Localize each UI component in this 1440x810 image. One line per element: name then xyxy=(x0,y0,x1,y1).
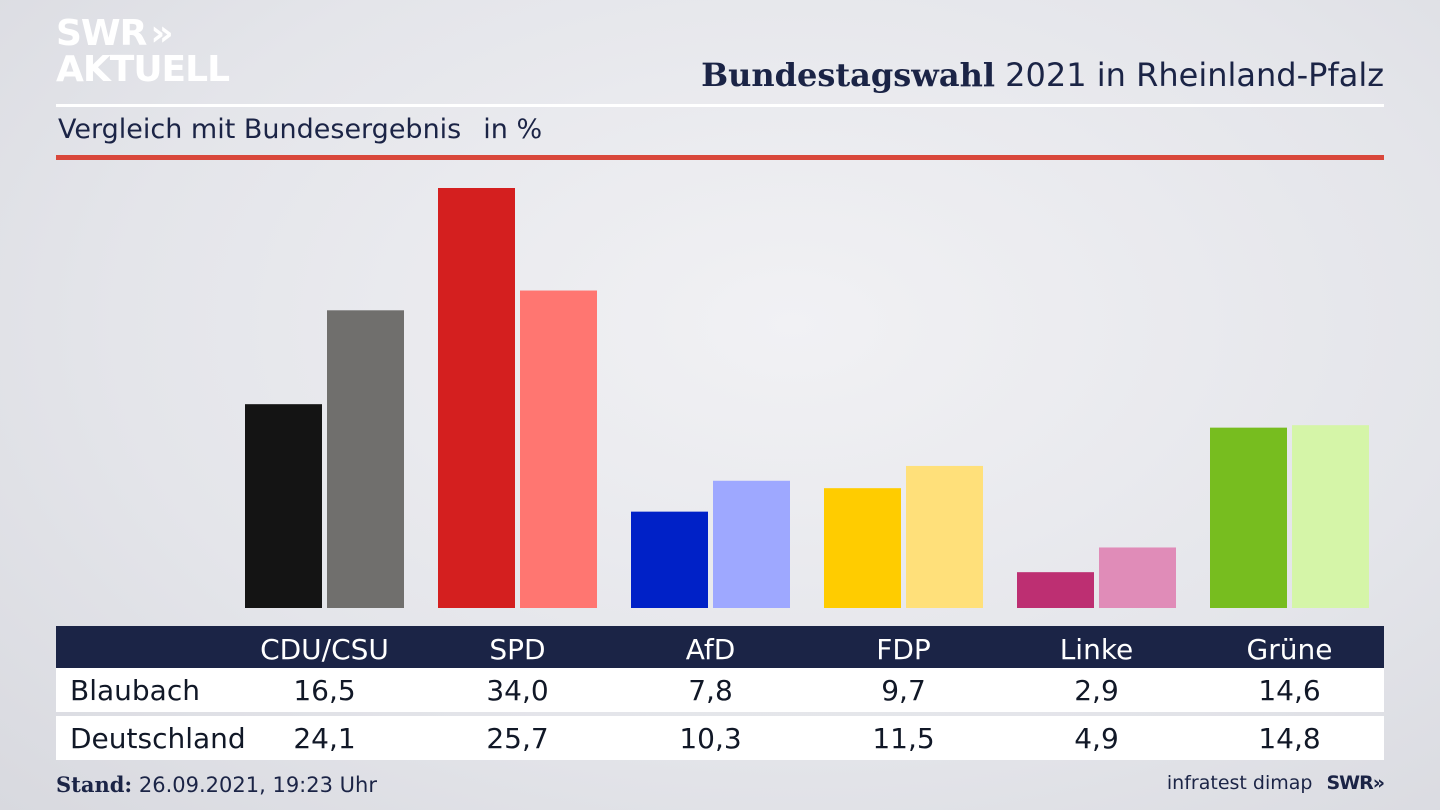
logo-line2: AKTUELL xyxy=(56,49,230,90)
bar-gr-ne-blaubach xyxy=(1210,427,1287,608)
value-deutschland-fdp: 11,5 xyxy=(872,721,935,755)
column-header-gr-ne: Grüne xyxy=(1246,632,1333,666)
column-header-afd: AfD xyxy=(685,632,736,666)
value-deutschland-spd: 25,7 xyxy=(486,721,549,755)
table-row: Blaubach 16,5 34,0 7,8 9,7 2,9 14,6 xyxy=(56,668,1384,712)
bar-fdp-deutschland xyxy=(906,465,983,608)
value-blaubach-gr-ne: 14,6 xyxy=(1258,673,1321,707)
column-header-cdu-csu: CDU/CSU xyxy=(260,632,389,666)
value-deutschland-gr-ne: 14,8 xyxy=(1258,721,1321,755)
source-credit: infratest dimap SWR» xyxy=(1166,772,1385,794)
bar-fdp-blaubach xyxy=(824,488,901,608)
value-blaubach-cdu-csu: 16,5 xyxy=(293,673,356,707)
title-bold: Bundestagswahl xyxy=(701,56,995,94)
bar-linke-blaubach xyxy=(1017,572,1094,608)
value-blaubach-fdp: 9,7 xyxy=(881,673,926,707)
column-header-spd: SPD xyxy=(489,632,546,666)
header-divider xyxy=(56,104,1384,107)
chart-subtitle: Vergleich mit Bundesergebnis in % xyxy=(58,114,542,145)
value-blaubach-linke: 2,9 xyxy=(1074,673,1119,707)
bar-gr-ne-deutschland xyxy=(1292,425,1369,608)
column-header-linke: Linke xyxy=(1059,632,1134,666)
timestamp: Stand: 26.09.2021, 19:23 Uhr xyxy=(56,772,377,797)
row-label-blaubach: Blaubach xyxy=(70,673,200,707)
value-deutschland-linke: 4,9 xyxy=(1074,721,1119,755)
source-label: infratest dimap xyxy=(1166,772,1313,794)
unit-label: in % xyxy=(483,114,543,145)
accent-divider xyxy=(56,155,1384,160)
value-deutschland-afd: 10,3 xyxy=(679,721,742,755)
value-blaubach-afd: 7,8 xyxy=(688,673,733,707)
column-header-fdp: FDP xyxy=(876,632,931,666)
swr-brand: SWR» xyxy=(1326,772,1385,794)
subtitle-text: Vergleich mit Bundesergebnis xyxy=(58,114,462,145)
swr-aktuell-logo: SWR» AKTUELL xyxy=(56,13,230,90)
bar-cdu-csu-blaubach xyxy=(245,404,322,608)
bar-spd-blaubach xyxy=(438,188,515,608)
table-header-row: CDU/CSU SPD AfD FDP Linke Grüne xyxy=(56,626,1384,668)
stand-value: 26.09.2021, 19:23 Uhr xyxy=(138,773,377,797)
title-rest: 2021 in Rheinland-Pfalz xyxy=(1005,56,1384,94)
bar-afd-deutschland xyxy=(713,480,790,608)
value-blaubach-spd: 34,0 xyxy=(486,673,549,707)
results-table: CDU/CSU SPD AfD FDP Linke Grüne Blaubach 16,5… xyxy=(56,626,1384,760)
stand-label: Stand: xyxy=(56,772,133,797)
bar-afd-blaubach xyxy=(631,511,708,608)
table-row: Deutschland 24,1 25,7 10,3 11,5 4,9 14,8 xyxy=(56,716,1384,760)
page-title: Bundestagswahl 2021 in Rheinland-Pfalz xyxy=(701,56,1384,94)
bar-linke-deutschland xyxy=(1099,547,1176,608)
row-label-deutschland: Deutschland xyxy=(70,721,246,755)
logo-line1: SWR xyxy=(56,13,147,54)
bar-spd-deutschland xyxy=(520,290,597,608)
bar-cdu-csu-deutschland xyxy=(327,310,404,608)
value-deutschland-cdu-csu: 24,1 xyxy=(293,721,356,755)
